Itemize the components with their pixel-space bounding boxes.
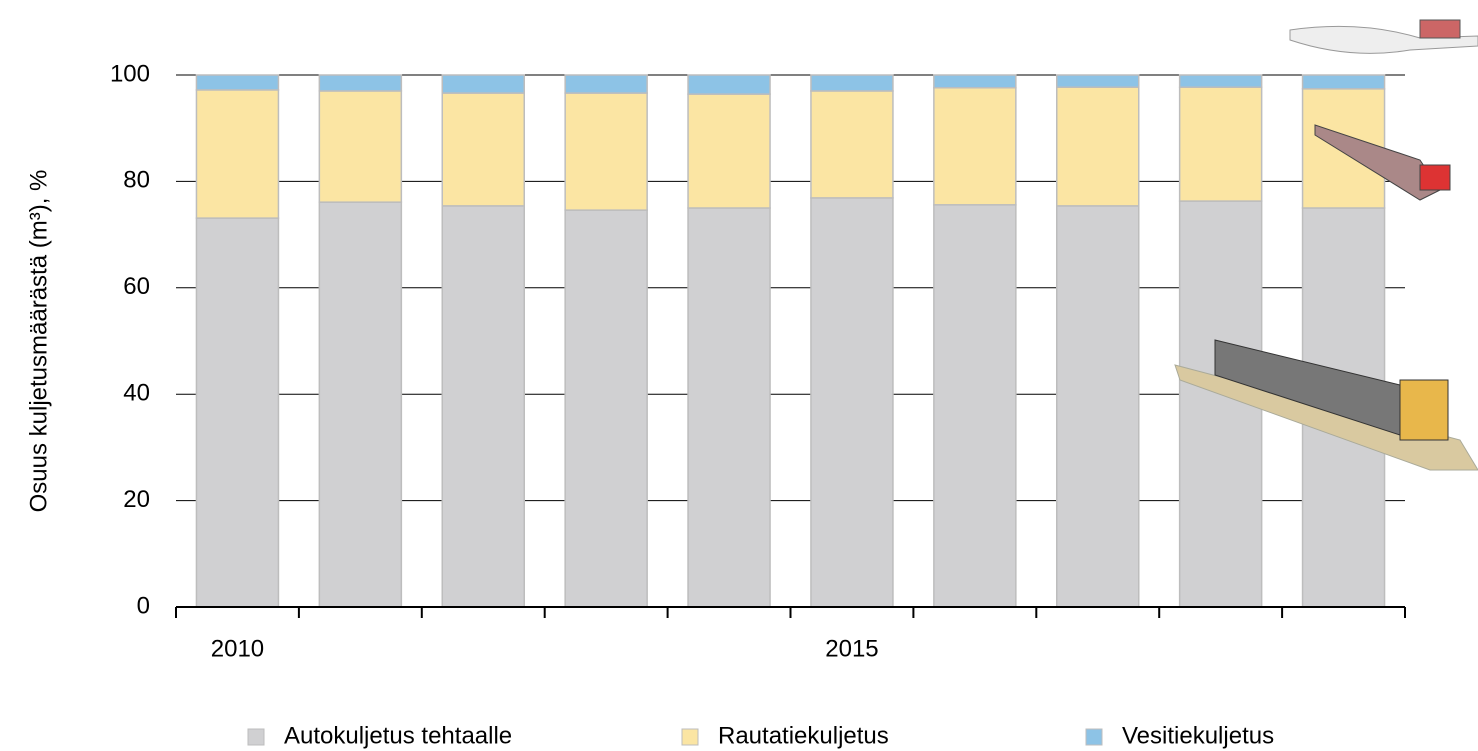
bar-segment: [195, 89, 280, 219]
bar-segment: [318, 74, 403, 92]
bar-segment: [564, 74, 648, 94]
bar-segment: [1056, 74, 1140, 88]
bar-segment: [687, 207, 771, 608]
bar-segment: [933, 204, 1017, 608]
bar-segment: [687, 93, 771, 209]
decoration: [1174, 19, 1478, 471]
legend-swatch: [1085, 728, 1103, 746]
y-axis-label: Osuus kuljetusmäärästä (m³), %: [25, 170, 52, 513]
bar-segment: [318, 90, 403, 203]
y-tick-label: 20: [123, 486, 150, 513]
bar-segment: [195, 74, 280, 91]
bar-segment: [564, 92, 648, 211]
bar-segment: [1056, 86, 1140, 207]
y-tick-label: 100: [110, 60, 150, 87]
y-tick-label: 0: [137, 592, 150, 619]
bar-segment: [1301, 74, 1386, 90]
x-tick-label: 2010: [211, 635, 264, 662]
legend-label: Vesitiekuljetus: [1122, 722, 1274, 749]
bar-segment: [441, 205, 525, 608]
bar-segment: [318, 201, 403, 608]
legend-label: Rautatiekuljetus: [718, 722, 889, 749]
bar-segment: [810, 74, 894, 92]
x-tick-label: 2015: [825, 635, 878, 662]
bar-segment: [1056, 205, 1140, 608]
y-tick-label: 40: [123, 380, 150, 407]
bar-segment: [933, 74, 1017, 89]
bar-segment: [1178, 74, 1263, 88]
bar-segment: [810, 197, 894, 608]
bar-segment: [564, 209, 648, 608]
bar-segment: [687, 74, 771, 95]
bar-segment: [933, 87, 1017, 206]
y-tick-label: 60: [123, 273, 150, 300]
bar-segment: [810, 90, 894, 199]
bar-segment: [441, 92, 525, 207]
legend-label: Autokuljetus tehtaalle: [284, 722, 512, 749]
legend-swatch: [681, 728, 699, 746]
legend-swatch: [247, 728, 265, 746]
bar-segment: [195, 217, 280, 608]
y-tick-label: 80: [123, 167, 150, 194]
bar-segment: [441, 74, 525, 94]
bar-segment: [1178, 86, 1263, 202]
